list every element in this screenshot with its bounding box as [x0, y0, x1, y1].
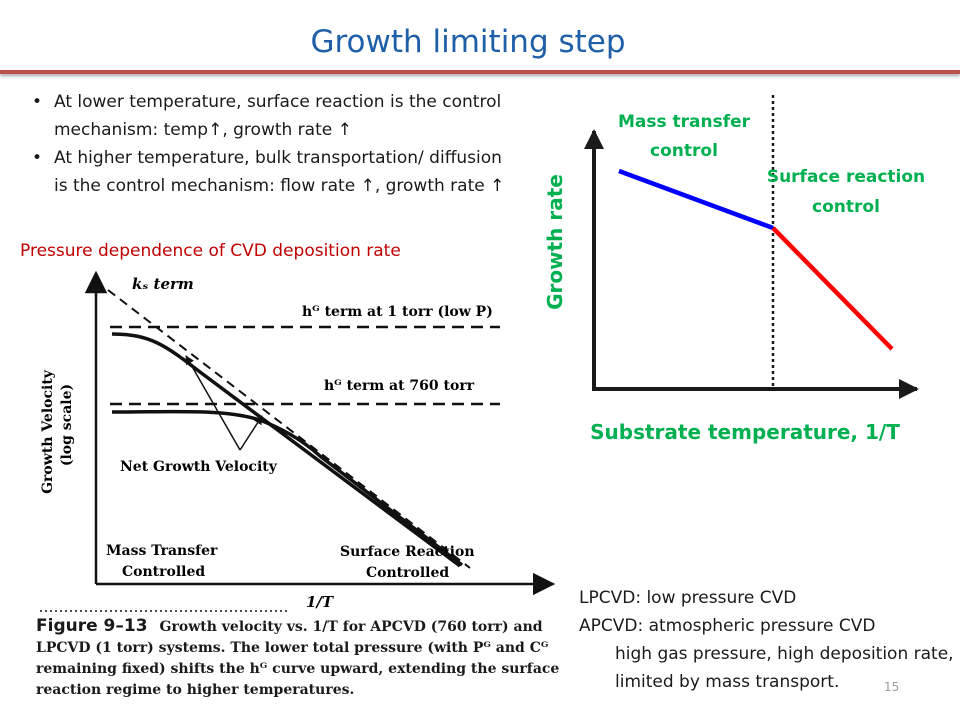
left-figure-y-axis-label-2: (log scale)	[59, 384, 75, 466]
pressure-dependence-heading: Pressure dependence of CVD deposition ra…	[20, 241, 401, 261]
right-figure-x-axis-label: Substrate temperature, 1/T	[590, 420, 900, 444]
right-surface-reaction-label-2: control	[812, 197, 880, 217]
net-growth-pointer-lower	[239, 415, 263, 451]
cvd-notes: LPCVD: low pressure CVD APCVD: atmospher…	[579, 584, 959, 696]
net-growth-curve-760-torr	[111, 409, 464, 567]
left-figure-y-axis-label-1: Growth Velocity	[40, 369, 56, 494]
apcvd-note: APCVD: atmospheric pressure CVD	[579, 616, 876, 636]
net-growth-velocity-label: Net Growth Velocity	[120, 459, 278, 475]
left-figure-x-axis-label: 1/T	[306, 593, 335, 611]
surface-reaction-segment	[771, 226, 894, 351]
slide-title: Growth limiting step	[310, 24, 626, 60]
hg-760-torr-label: hᴳ term at 760 torr	[324, 378, 475, 394]
right-surface-reaction-label-1: Surface reaction	[767, 167, 925, 187]
bullet-high-temperature: At higher temperature, bulk transportati…	[28, 144, 508, 200]
mass-transfer-controlled-label-1: Mass Transfer	[106, 543, 218, 559]
title-divider	[0, 70, 960, 74]
mass-transfer-segment	[618, 168, 774, 231]
bullet-low-temperature: At lower temperature, surface reaction i…	[28, 88, 508, 144]
lpcvd-note: LPCVD: low pressure CVD	[579, 588, 797, 608]
ks-term-label: kₛ term	[132, 275, 194, 293]
right-mass-transfer-label-2: control	[650, 141, 718, 161]
bullet-list: At lower temperature, surface reaction i…	[28, 88, 508, 200]
mass-transfer-controlled-label-2: Controlled	[122, 564, 205, 580]
figure-caption: Figure 9–13 Growth velocity vs. 1/T for A…	[36, 616, 566, 701]
surface-reaction-controlled-label-2: Controlled	[366, 565, 449, 581]
right-figure-y-axis-label: Growth rate	[543, 174, 567, 310]
ks-term-line	[107, 289, 471, 569]
hg-low-pressure-label: hᴳ term at 1 torr (low P)	[302, 304, 493, 320]
surface-reaction-controlled-label-1: Surface Reaction	[340, 544, 475, 560]
net-growth-pointer-upper	[185, 355, 241, 451]
right-mass-transfer-label-1: Mass transfer	[618, 112, 751, 132]
figure-caption-text: Growth velocity vs. 1/T for APCVD (760 t…	[36, 619, 560, 698]
net-growth-curve-low-pressure	[111, 332, 462, 568]
figure-label: Figure 9–13	[36, 616, 148, 636]
page-number: 15	[884, 680, 900, 694]
apcvd-detail-note: high gas pressure, high deposition rate,…	[615, 644, 954, 692]
